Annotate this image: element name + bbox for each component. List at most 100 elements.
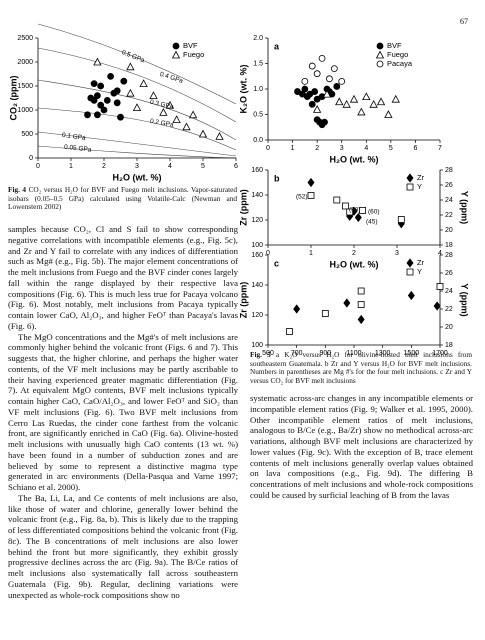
- point: [433, 301, 441, 311]
- point: [330, 65, 338, 72]
- y-tick-label: 0.5: [253, 111, 263, 118]
- point: [139, 79, 148, 87]
- y2-axis-title: Y (ppm): [460, 191, 470, 224]
- y2-tick-label: 18: [445, 242, 453, 249]
- page-number: 67: [460, 17, 468, 26]
- point: [308, 62, 316, 70]
- point: [384, 110, 393, 118]
- point: [357, 314, 365, 325]
- point: [321, 310, 329, 317]
- x-tick-label: 0: [266, 250, 270, 257]
- point: [188, 110, 198, 119]
- point: [172, 42, 180, 50]
- point: [301, 77, 309, 85]
- text-column: samples because CO₂, Cl and S fail to sh…: [8, 224, 238, 600]
- point: [198, 129, 208, 138]
- point: [357, 287, 365, 295]
- caption-text: a K₂O versus H₂O for olivine-hosted melt…: [250, 350, 472, 385]
- point: [97, 101, 105, 109]
- point: [172, 115, 181, 123]
- isobar: [37, 47, 237, 123]
- point: [406, 258, 414, 268]
- point: [359, 207, 367, 214]
- x-tick-label: 2: [102, 163, 106, 170]
- point: [335, 97, 344, 106]
- y2-tick-label: 20: [445, 227, 453, 234]
- point: [322, 89, 332, 98]
- isobar: [37, 131, 237, 157]
- x-tick-label: 4: [438, 250, 442, 257]
- point: [84, 111, 91, 119]
- point: [117, 113, 124, 121]
- point: [94, 92, 101, 99]
- y-tick-label: 0.0: [253, 137, 263, 144]
- legend-label: BVF: [387, 41, 402, 50]
- point: [149, 91, 158, 99]
- y2-tick-label: 26: [445, 182, 453, 189]
- point: [171, 50, 181, 59]
- point: [312, 105, 322, 113]
- isobar: [37, 145, 237, 159]
- caption-text: CO₂ versus H₂O for BVF and Fuego melt in…: [8, 185, 238, 212]
- y-tick-label: 0: [29, 155, 33, 162]
- point: [120, 77, 128, 85]
- x-axis-title: H₂O (wt. %): [330, 259, 379, 269]
- legend-label: Pacaya: [387, 59, 413, 68]
- y-tick-label: 160: [251, 252, 263, 259]
- point: [354, 212, 362, 223]
- point: [93, 57, 102, 66]
- x-tick-label: 0: [266, 145, 270, 152]
- paragraph: The MgO concentrations and the Mg#'s of …: [8, 331, 238, 493]
- y-tick-label: 100: [251, 242, 263, 249]
- annotation: (52): [296, 194, 308, 201]
- y-tick-label: 140: [251, 192, 263, 199]
- y-axis-title: Zr (ppm): [238, 189, 248, 226]
- paragraph: The Ba, Li, La, and Ce contents of melt …: [8, 492, 238, 600]
- annotation: 0.05 GPa: [64, 144, 92, 154]
- legend-label: Y: [417, 267, 422, 276]
- point: [333, 83, 341, 90]
- point: [369, 99, 378, 108]
- legend-label: Fuego: [183, 50, 204, 59]
- x-tick-label: 7: [438, 145, 442, 152]
- point: [126, 88, 135, 97]
- point: [107, 73, 114, 80]
- point: [113, 87, 121, 95]
- paragraph: samples because CO₂, Cl and S fail to sh…: [8, 224, 238, 331]
- y-tick-label: 2500: [17, 35, 33, 42]
- legend-label: Zr: [417, 173, 425, 182]
- point: [113, 99, 121, 107]
- point: [391, 94, 400, 103]
- point: [333, 196, 341, 204]
- x-tick-label: 3: [395, 250, 399, 257]
- y-tick-label: 120: [251, 217, 263, 224]
- y2-tick-label: 28: [445, 252, 453, 259]
- x-tick-label: 1100: [346, 350, 361, 357]
- isobar: [37, 23, 237, 105]
- point: [341, 202, 349, 210]
- point: [165, 100, 175, 109]
- x-tick-label: 0: [36, 163, 40, 170]
- x-tick-label: 1700: [432, 350, 448, 357]
- annotation: (58): [349, 207, 361, 214]
- y2-tick-label: 20: [445, 324, 453, 331]
- point: [301, 85, 309, 93]
- y2-tick-label: 22: [445, 212, 453, 219]
- panel-letter: a: [274, 41, 280, 51]
- point: [376, 42, 384, 50]
- y-tick-label: 160: [251, 167, 263, 174]
- point: [318, 55, 326, 62]
- x-axis-title: H₂O (wt. %): [330, 154, 379, 164]
- x-tick-label: 6: [234, 163, 238, 170]
- point: [159, 108, 168, 116]
- paragraph: systematic across-arc changes in any inc…: [250, 393, 473, 500]
- point: [357, 301, 365, 308]
- point: [286, 328, 293, 335]
- legend-label: Fuego: [387, 50, 408, 59]
- annotation: 0.5 GPa: [121, 49, 146, 65]
- annotation: 0.1 GPa: [61, 132, 86, 142]
- y2-tick-label: 26: [445, 270, 453, 277]
- y2-tick-label: 18: [445, 342, 453, 349]
- point: [90, 80, 98, 87]
- point: [307, 192, 315, 199]
